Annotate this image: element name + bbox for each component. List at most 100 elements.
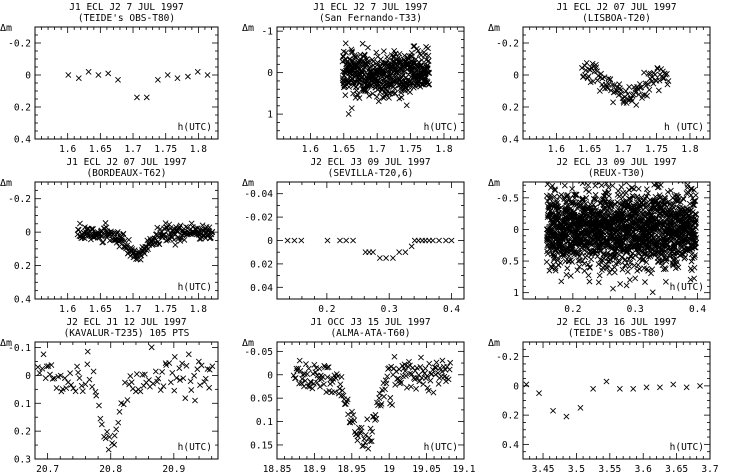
data-point bbox=[580, 196, 586, 203]
data-point bbox=[305, 365, 312, 372]
data-point bbox=[575, 257, 582, 264]
data-point bbox=[592, 182, 599, 189]
data-point bbox=[660, 75, 667, 82]
data-point bbox=[93, 392, 100, 399]
x-tick-label: 1.7 bbox=[615, 144, 632, 155]
data-point bbox=[616, 258, 623, 265]
y-tick-label: -0.2 bbox=[496, 352, 519, 363]
data-point bbox=[635, 262, 642, 268]
data-point bbox=[636, 266, 643, 273]
data-point bbox=[75, 75, 82, 82]
data-point bbox=[206, 384, 213, 391]
data-point bbox=[302, 377, 309, 384]
data-point bbox=[180, 375, 187, 382]
data-point bbox=[401, 361, 408, 368]
x-tick-label: 1.6 bbox=[302, 144, 319, 155]
plot-frame bbox=[522, 181, 711, 300]
data-point bbox=[427, 377, 434, 384]
data-point bbox=[575, 182, 581, 183]
data-point bbox=[370, 249, 376, 256]
data-point bbox=[163, 362, 170, 368]
data-point bbox=[68, 382, 75, 388]
data-point bbox=[132, 388, 139, 395]
data-point bbox=[125, 236, 132, 243]
y-axis-label: Δm bbox=[0, 338, 12, 349]
x-tick-label: 3.7 bbox=[701, 464, 718, 475]
data-point bbox=[586, 234, 593, 241]
data-point bbox=[339, 387, 346, 394]
data-point bbox=[137, 388, 144, 395]
data-point bbox=[387, 394, 394, 401]
x-tick-label: 3.5 bbox=[568, 464, 585, 475]
data-point bbox=[171, 353, 178, 360]
data-point bbox=[76, 375, 83, 381]
data-point bbox=[422, 75, 429, 82]
data-point bbox=[627, 259, 634, 266]
data-point bbox=[436, 365, 443, 371]
data-point bbox=[609, 82, 616, 88]
data-point bbox=[402, 368, 409, 375]
chart-title: J2 ECL J3 16 JUL 1997 bbox=[556, 317, 676, 328]
x-tick-label: 18.9 bbox=[303, 464, 326, 475]
data-point bbox=[641, 69, 647, 76]
data-point bbox=[366, 92, 373, 99]
data-point bbox=[627, 196, 634, 203]
data-point bbox=[351, 80, 358, 86]
data-point bbox=[443, 378, 449, 385]
data-point bbox=[199, 222, 206, 229]
data-point bbox=[649, 289, 656, 296]
data-point bbox=[74, 363, 81, 370]
data-point bbox=[376, 255, 383, 261]
chart-subtitle: (TEIDE's OBS-T80) bbox=[78, 13, 175, 24]
chart-title: J1 ECL J2 07 JUL 1997 bbox=[66, 157, 186, 168]
chart-title: J1 OCC J3 15 JUL 1997 bbox=[310, 317, 430, 328]
data-point bbox=[661, 75, 667, 82]
y-tick-label: 0.4 bbox=[14, 135, 31, 146]
data-point bbox=[585, 272, 592, 279]
data-point bbox=[342, 92, 349, 99]
data-point bbox=[608, 201, 615, 208]
data-point bbox=[557, 259, 564, 266]
data-point bbox=[435, 380, 442, 387]
data-point bbox=[590, 201, 597, 208]
data-point bbox=[592, 61, 599, 68]
data-point bbox=[48, 362, 55, 368]
data-point bbox=[422, 365, 429, 372]
x-tick-label: 20.8 bbox=[99, 464, 122, 475]
data-point bbox=[95, 72, 102, 78]
data-point bbox=[177, 222, 184, 229]
y-tick-label: 0.15 bbox=[250, 440, 273, 451]
data-point bbox=[393, 368, 400, 375]
data-point bbox=[579, 182, 586, 187]
data-point bbox=[657, 228, 663, 235]
x-tick-label: 3.55 bbox=[598, 464, 621, 475]
data-point bbox=[396, 249, 403, 256]
data-point bbox=[662, 278, 669, 285]
data-point bbox=[561, 194, 568, 201]
data-point bbox=[314, 379, 321, 386]
data-point bbox=[620, 98, 627, 105]
data-point bbox=[418, 354, 424, 361]
data-point bbox=[561, 182, 568, 189]
data-point bbox=[343, 237, 350, 244]
data-point bbox=[176, 365, 183, 372]
data-point bbox=[416, 378, 423, 385]
data-point bbox=[688, 258, 695, 265]
x-tick-label: 19 bbox=[383, 464, 395, 475]
data-point bbox=[198, 362, 205, 369]
data-point bbox=[691, 275, 698, 282]
data-point bbox=[380, 48, 387, 55]
x-axis-label: h(UTC) bbox=[424, 122, 458, 133]
data-point bbox=[62, 375, 68, 382]
data-point bbox=[319, 373, 326, 380]
data-point bbox=[373, 93, 380, 100]
data-point bbox=[691, 186, 697, 193]
y-tick-label: 0.4 bbox=[502, 440, 519, 451]
data-point bbox=[131, 247, 138, 254]
data-point bbox=[663, 255, 670, 262]
data-point bbox=[350, 237, 356, 244]
x-tick-label: 1.8 bbox=[190, 144, 207, 155]
data-point bbox=[631, 186, 638, 192]
y-axis-label: Δm bbox=[488, 178, 500, 189]
data-point bbox=[652, 251, 659, 258]
